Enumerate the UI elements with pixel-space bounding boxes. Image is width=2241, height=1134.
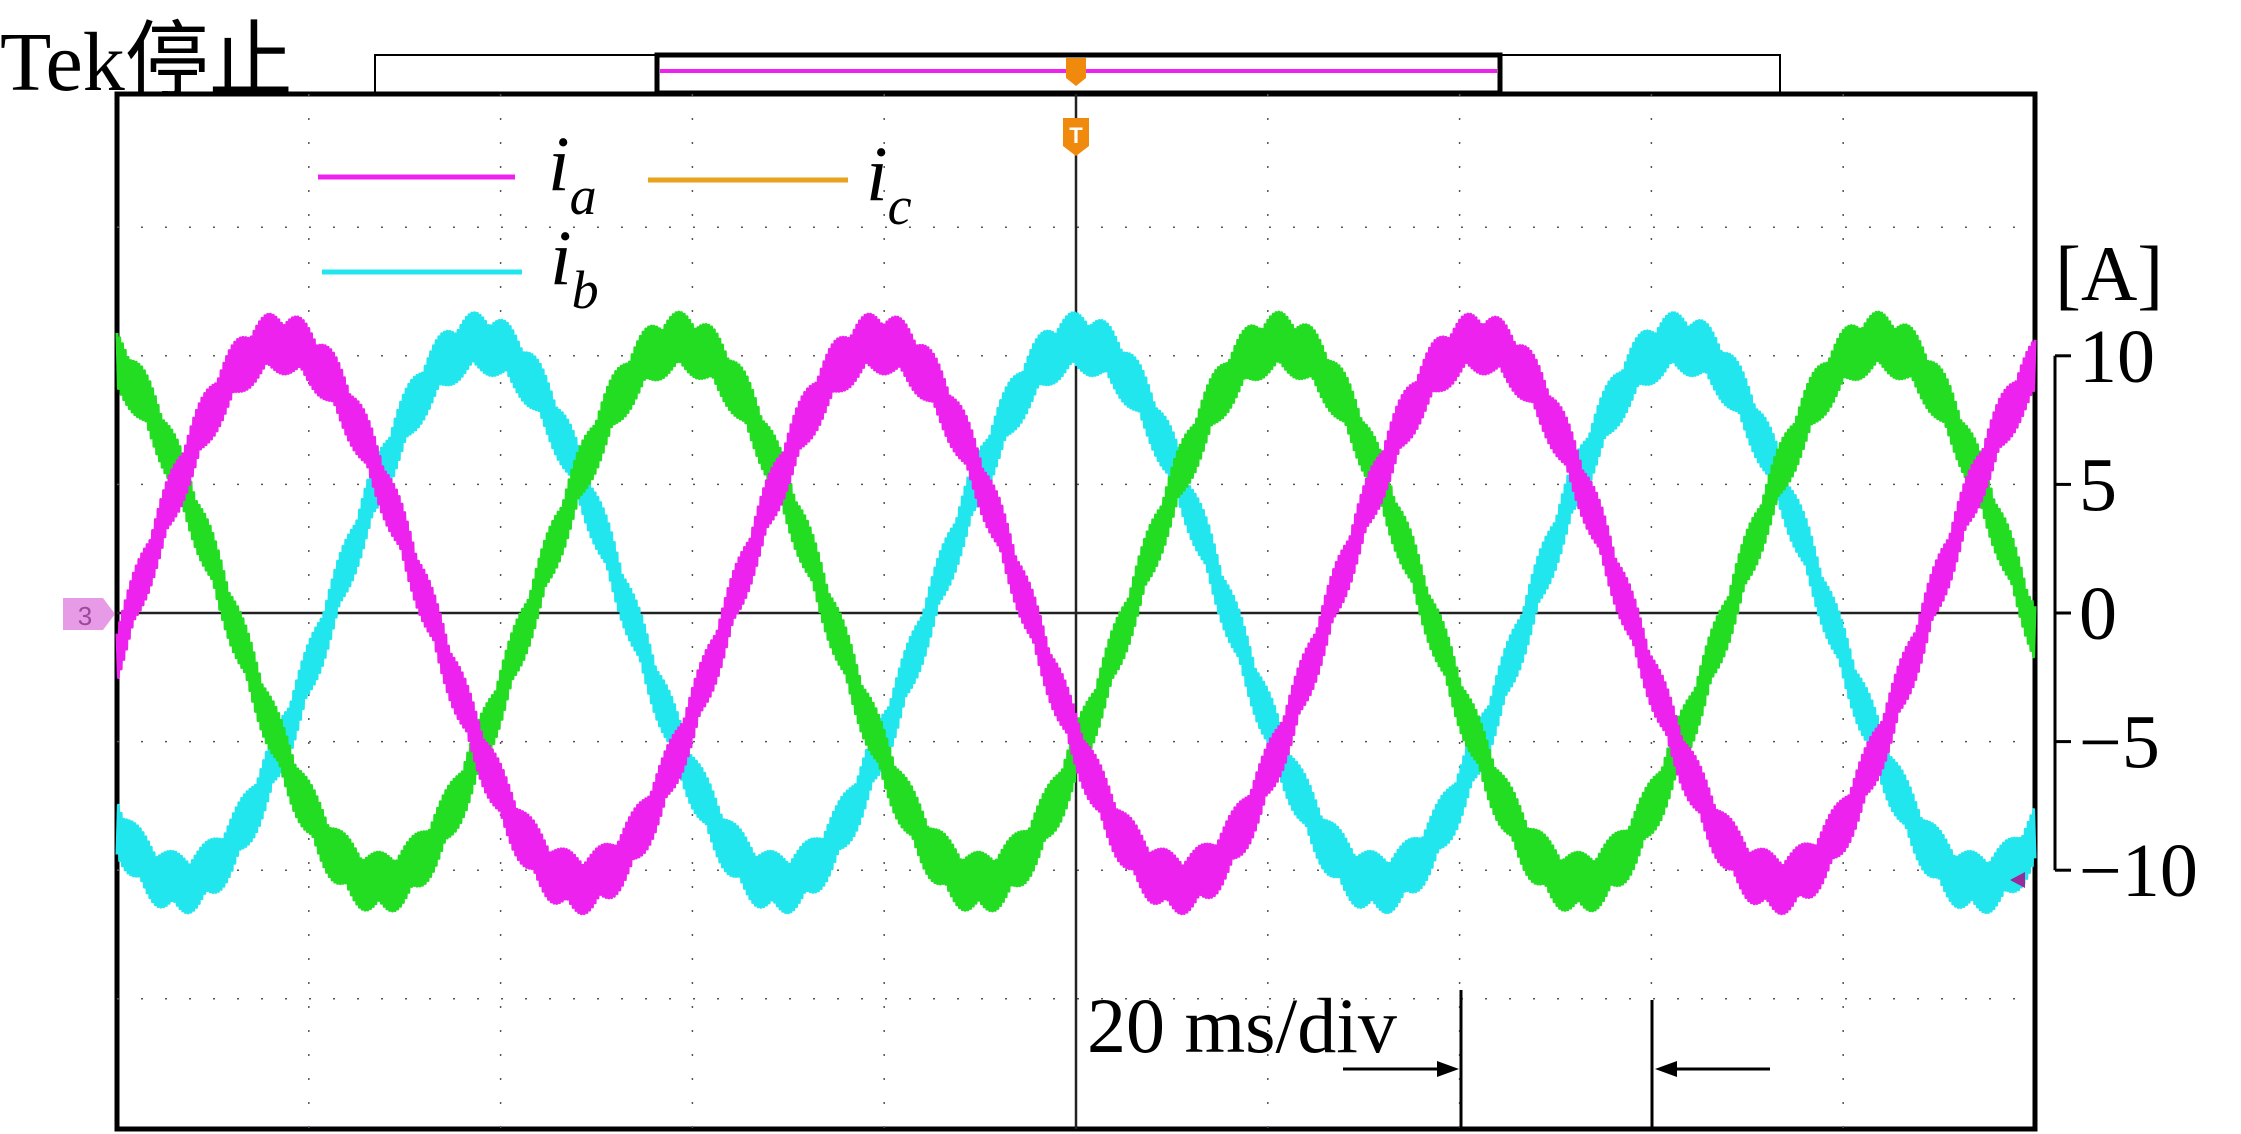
brand-label: Tek <box>0 16 125 109</box>
y-tick-label: 0 <box>2079 572 2117 656</box>
y-tick-label: −5 <box>2079 701 2160 785</box>
y-tick-label: −10 <box>2079 829 2198 913</box>
channel-ground-marker: 3 <box>63 598 115 631</box>
trigger-letter: T <box>1069 123 1083 148</box>
channel-number: 3 <box>78 601 92 631</box>
legend-ia-label: ia <box>548 120 597 226</box>
y-axis-unit: [A] <box>2055 230 2163 317</box>
y-axis: [A] 10 5 0 −5 −10 <box>2053 230 2198 913</box>
legend: ia ib ic <box>318 120 912 320</box>
time-scale-label: 20 ms/div <box>1087 982 1397 1069</box>
legend-ic-label: ic <box>866 130 912 236</box>
y-tick-label: 5 <box>2079 443 2117 527</box>
time-scale-annotation: 20 ms/div <box>1087 982 1770 1129</box>
reference-level-marker <box>2010 872 2025 888</box>
waveform-traces <box>115 310 2037 916</box>
trace-ia <box>115 312 2037 916</box>
y-tick-label: 10 <box>2079 315 2155 399</box>
trigger-marker: T <box>1063 58 1089 156</box>
legend-ib-label: ib <box>550 214 599 320</box>
trace-ib <box>115 311 2037 915</box>
